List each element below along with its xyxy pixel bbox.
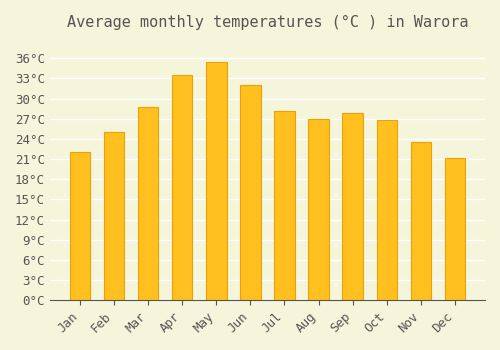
Bar (104, 132, 124, 300)
Bar (172, 75, 193, 300)
Bar (342, 113, 363, 300)
Bar (138, 107, 158, 300)
Bar (274, 111, 294, 300)
Bar (206, 62, 227, 300)
Bar (308, 119, 329, 300)
Bar (410, 142, 431, 300)
Bar (445, 158, 465, 300)
Bar (376, 120, 397, 300)
Bar (240, 85, 260, 300)
Bar (70, 152, 90, 300)
Title: Average monthly temperatures (°C ) in Warora: Average monthly temperatures (°C ) in Wa… (66, 15, 468, 30)
